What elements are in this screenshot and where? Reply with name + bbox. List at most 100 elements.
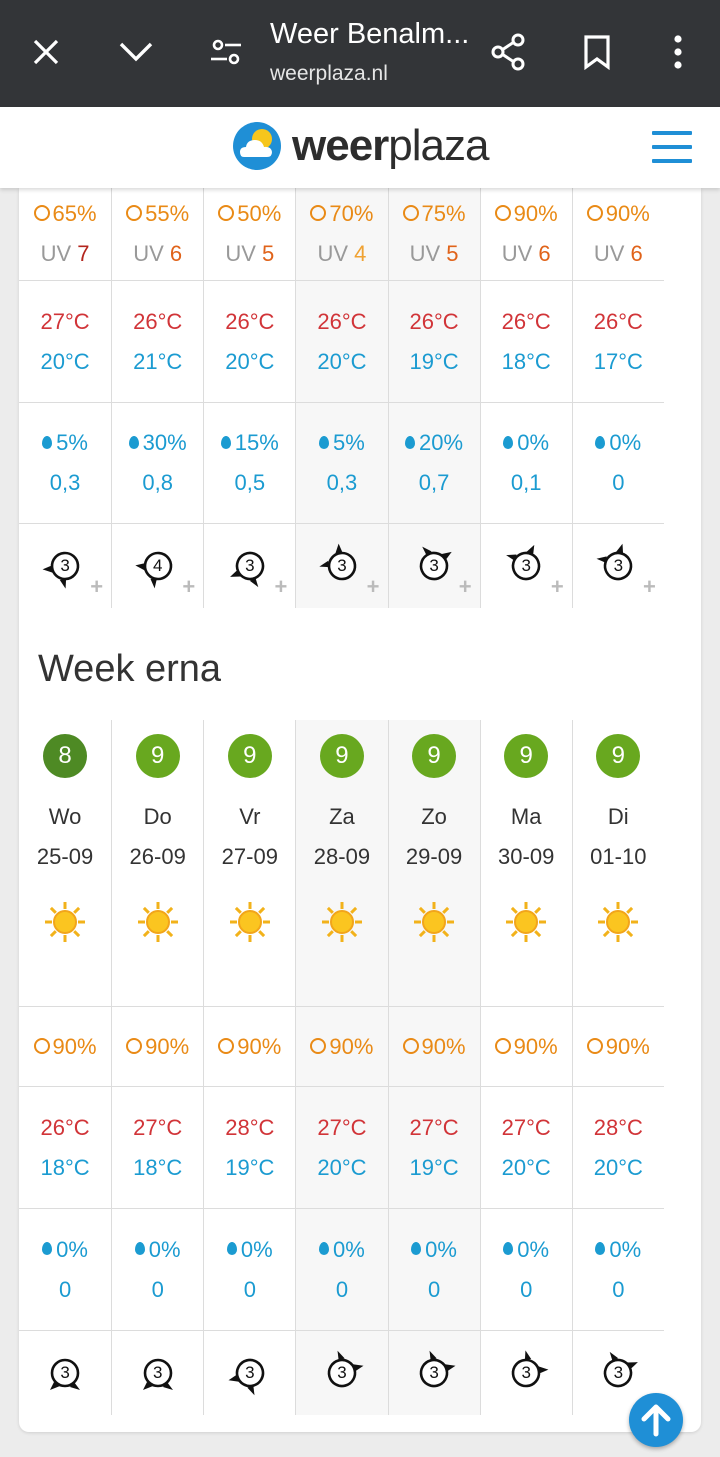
temp-min: 20°C: [225, 348, 275, 374]
sunshine-cell: 90%: [19, 1007, 112, 1087]
page-title[interactable]: Weer Benalm...: [270, 18, 470, 50]
sun-uv-cell: 55% UV 6: [112, 188, 204, 281]
bookmark-icon[interactable]: [565, 20, 629, 84]
wind-force: 3: [613, 1363, 624, 1382]
precipitation-cell: 30% 0,8: [112, 403, 204, 524]
expand-plus-icon[interactable]: +: [550, 574, 564, 599]
expand-plus-icon[interactable]: +: [182, 574, 196, 599]
wind-cell: 3 +: [389, 524, 480, 608]
sunshine-value: 90%: [310, 1034, 373, 1060]
temp-min: 20°C: [317, 348, 367, 374]
temp-min: 18°C: [133, 1154, 183, 1180]
precipitation-cell: 0% 0: [204, 1209, 296, 1331]
raindrop-icon: [319, 1242, 330, 1256]
temperature-cell: 27°C 20°C: [480, 1087, 572, 1209]
section-title-week-erna: Week erna: [38, 648, 222, 690]
temp-max: 28°C: [225, 1114, 275, 1140]
wind-direction-icon: 3: [228, 1352, 271, 1396]
rain-chance: 0%: [411, 1237, 457, 1263]
uv-index: UV 4: [317, 241, 367, 266]
sunshine-value: 90%: [494, 1034, 558, 1060]
sun-small-icon: [126, 1037, 143, 1054]
rain-amount: 0,8: [142, 470, 173, 495]
weather-score-badge: 9: [227, 734, 272, 778]
precipitation-cell: 15% 0,5: [204, 403, 296, 524]
page-url[interactable]: weerplaza.nl: [270, 62, 388, 85]
expand-plus-icon[interactable]: +: [458, 574, 472, 599]
day-date: 01-10: [590, 844, 647, 869]
day-column[interactable]: 9 Di 01-10 90% 28°C 20°C 0% 0 3: [571, 720, 664, 1415]
wind-force: 4: [152, 556, 163, 575]
precipitation-cell: 0% 0: [572, 403, 664, 524]
weerplaza-logo[interactable]: weerplaza: [232, 121, 489, 171]
sun-small-icon: [126, 205, 143, 222]
day-column[interactable]: 70% UV 4 26°C 20°C 5% 0,3 3 +: [295, 188, 388, 608]
wind-cell: 3: [573, 1331, 664, 1415]
expand-plus-icon[interactable]: +: [274, 574, 288, 599]
day-name: Zo: [421, 804, 447, 829]
sunshine-value: 90%: [402, 1034, 466, 1060]
day-column[interactable]: 9 Vr 27-09 90% 28°C 19°C 0% 0 3: [203, 720, 296, 1415]
day-column[interactable]: 90% UV 6 26°C 18°C 0% 0,1 3 +: [479, 188, 572, 608]
close-icon[interactable]: [14, 20, 78, 84]
day-column[interactable]: 50% UV 5 26°C 20°C 15% 0,5 3 +: [203, 188, 296, 608]
day-column[interactable]: 75% UV 5 26°C 19°C 20% 0,7 3 +: [387, 188, 480, 608]
day-column[interactable]: 9 Zo 29-09 90% 27°C 19°C 0% 0 3: [387, 720, 480, 1415]
sun-uv-cell: 90% UV 6: [480, 188, 572, 281]
temperature-cell: 26°C 21°C: [112, 281, 204, 403]
wind-force: 3: [613, 556, 624, 575]
day-header-cell: 9 Vr 27-09: [204, 720, 296, 1007]
wind-force: 3: [337, 1363, 347, 1382]
day-column[interactable]: 90% UV 6 26°C 17°C 0% 0 3 +: [571, 188, 664, 608]
temperature-cell: 27°C 18°C: [112, 1087, 204, 1209]
wind-direction-icon: 3: [505, 1350, 549, 1394]
temp-min: 18°C: [501, 348, 551, 374]
more-vert-icon[interactable]: [646, 20, 710, 84]
expand-plus-icon[interactable]: +: [90, 574, 104, 599]
arrow-up-icon: [641, 1404, 671, 1437]
day-column[interactable]: 9 Za 28-09 90% 27°C 20°C 0% 0 3: [295, 720, 388, 1415]
sunshine-cell: 90%: [480, 1007, 572, 1087]
day-name: Do: [143, 804, 172, 829]
share-icon[interactable]: [476, 20, 540, 84]
uv-index: UV 5: [225, 241, 275, 266]
tune-icon[interactable]: [194, 20, 258, 84]
sun-icon: [504, 900, 548, 950]
chevron-down-icon[interactable]: [104, 20, 168, 84]
day-column[interactable]: 65% UV 7 27°C 20°C 5% 0,3 3 +: [19, 188, 112, 608]
temp-max: 28°C: [593, 1114, 643, 1140]
temp-max: 27°C: [409, 1114, 459, 1140]
sunshine-cell: 90%: [204, 1007, 296, 1087]
day-column[interactable]: 9 Ma 30-09 90% 27°C 20°C 0% 0 3: [479, 720, 572, 1415]
wind-force: 3: [152, 1363, 163, 1382]
weather-score-badge: 9: [596, 734, 641, 778]
day-column[interactable]: 8 Wo 25-09 90% 26°C 18°C 0% 0 3: [19, 720, 112, 1415]
precipitation-cell: 0% 0: [572, 1209, 664, 1331]
wind-direction-icon: 3: [413, 1350, 456, 1394]
temp-min: 21°C: [133, 348, 183, 374]
expand-plus-icon[interactable]: +: [643, 574, 656, 599]
temperature-cell: 26°C 18°C: [480, 281, 572, 403]
rain-amount: 0,3: [49, 470, 81, 495]
sunshine-value: 90%: [494, 201, 558, 227]
day-column[interactable]: 55% UV 6 26°C 21°C 30% 0,8 4 +: [111, 188, 204, 608]
expand-plus-icon[interactable]: +: [366, 574, 380, 599]
precipitation-cell: 0% 0: [480, 1209, 572, 1331]
rain-chance: 0%: [503, 1237, 549, 1263]
uv-index: UV 6: [133, 241, 183, 266]
day-column[interactable]: 9 Do 26-09 90% 27°C 18°C 0% 0 3: [111, 720, 204, 1415]
hamburger-icon[interactable]: [652, 131, 692, 165]
day-header-cell: 9 Ma 30-09: [480, 720, 572, 1007]
precipitation-cell: 0% 0,1: [480, 403, 572, 524]
scroll-to-top-button[interactable]: [629, 1393, 683, 1447]
temperature-cell: 28°C 19°C: [204, 1087, 296, 1209]
temp-max: 27°C: [501, 1114, 551, 1140]
rain-amount: 0: [335, 1276, 349, 1302]
sun-icon: [596, 900, 640, 950]
temperature-cell: 26°C 18°C: [19, 1087, 112, 1209]
sunshine-value: 90%: [33, 1034, 97, 1060]
logo-text-light: plaza: [388, 121, 489, 170]
wind-direction-icon: 3: [319, 543, 363, 587]
site-header: weerplaza: [0, 107, 720, 188]
rain-amount: 0: [427, 1276, 441, 1302]
